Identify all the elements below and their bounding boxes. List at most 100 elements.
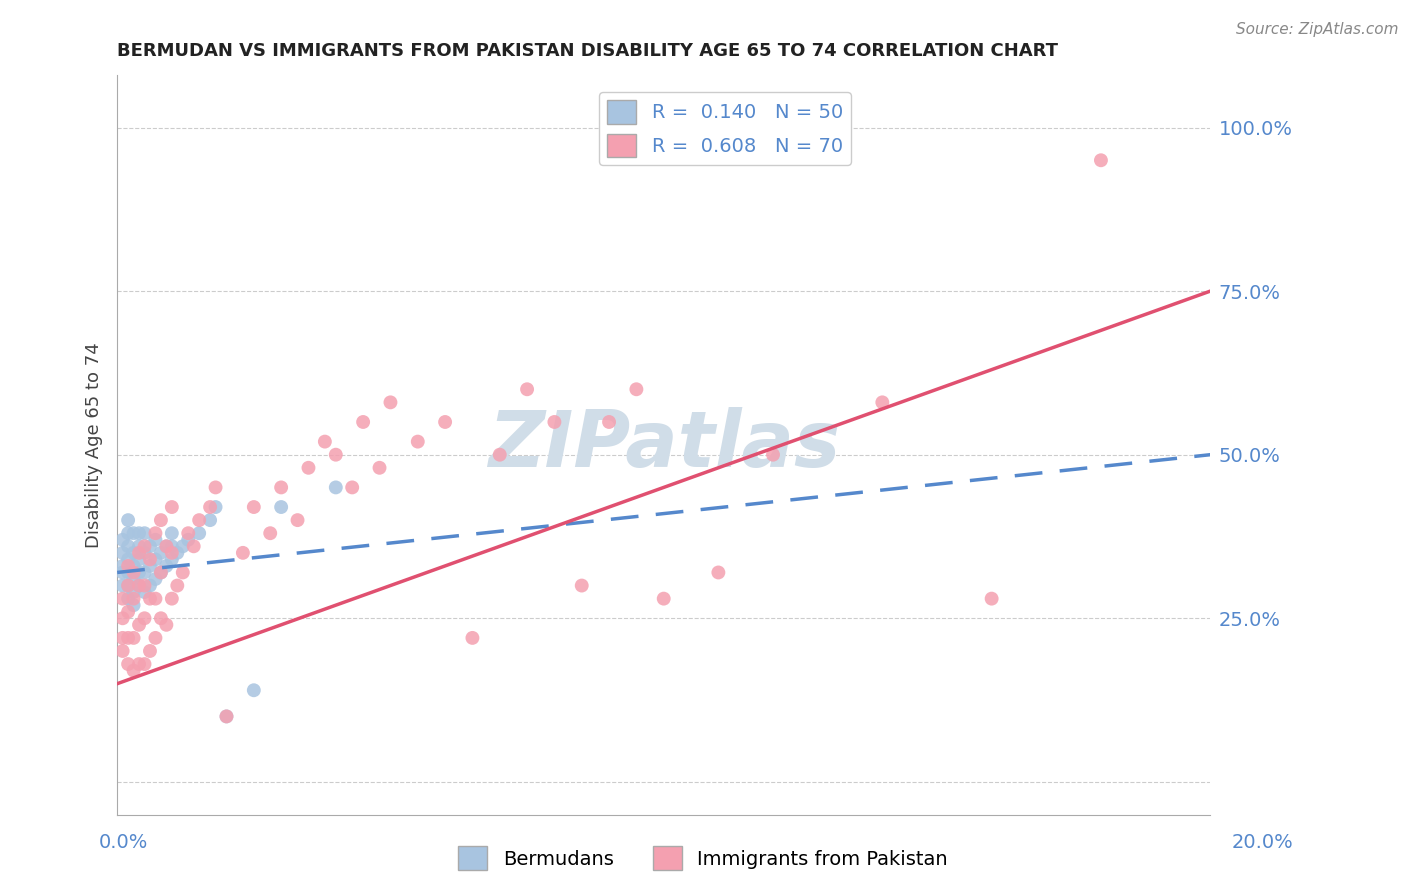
Point	[762, 448, 785, 462]
Point	[128, 578, 150, 592]
Point	[243, 683, 266, 698]
Point	[111, 611, 134, 625]
Point	[134, 611, 156, 625]
Point	[117, 539, 139, 553]
Point	[166, 546, 188, 560]
Point	[160, 591, 183, 606]
Point	[145, 533, 167, 547]
Point	[139, 591, 162, 606]
Point	[117, 558, 139, 573]
Point	[232, 546, 254, 560]
Legend: R =  0.140   N = 50, R =  0.608   N = 70: R = 0.140 N = 50, R = 0.608 N = 70	[599, 92, 851, 165]
Point	[128, 539, 150, 553]
Point	[155, 539, 177, 553]
Point	[198, 513, 221, 527]
Point	[160, 500, 183, 514]
Point	[598, 415, 620, 429]
Point	[149, 513, 172, 527]
Point	[149, 611, 172, 625]
Point	[117, 513, 139, 527]
Point	[117, 591, 139, 606]
Point	[215, 709, 238, 723]
Point	[134, 657, 156, 671]
Point	[872, 395, 894, 409]
Point	[128, 552, 150, 566]
Point	[160, 526, 183, 541]
Point	[707, 566, 730, 580]
Point	[155, 617, 177, 632]
Point	[160, 552, 183, 566]
Point	[314, 434, 336, 449]
Point	[128, 566, 150, 580]
Point	[243, 500, 266, 514]
Point	[111, 644, 134, 658]
Legend: Bermudans, Immigrants from Pakistan: Bermudans, Immigrants from Pakistan	[450, 838, 956, 878]
Point	[297, 460, 319, 475]
Point	[117, 526, 139, 541]
Point	[215, 709, 238, 723]
Point	[134, 526, 156, 541]
Point	[166, 578, 188, 592]
Point	[145, 572, 167, 586]
Point	[128, 657, 150, 671]
Point	[117, 631, 139, 645]
Point	[652, 591, 675, 606]
Point	[111, 578, 134, 592]
Point	[177, 526, 200, 541]
Point	[128, 546, 150, 560]
Point	[122, 664, 145, 678]
Point	[1090, 153, 1112, 168]
Point	[325, 480, 347, 494]
Point	[139, 539, 162, 553]
Point	[287, 513, 309, 527]
Point	[134, 546, 156, 560]
Point	[406, 434, 429, 449]
Point	[134, 578, 156, 592]
Point	[134, 585, 156, 599]
Point	[160, 539, 183, 553]
Point	[434, 415, 457, 429]
Point	[352, 415, 374, 429]
Point	[543, 415, 565, 429]
Point	[122, 526, 145, 541]
Point	[571, 578, 593, 592]
Point	[122, 566, 145, 580]
Point	[177, 533, 200, 547]
Point	[980, 591, 1002, 606]
Point	[198, 500, 221, 514]
Point	[172, 566, 194, 580]
Point	[204, 500, 226, 514]
Point	[172, 539, 194, 553]
Text: ZIPatlas: ZIPatlas	[488, 407, 839, 483]
Point	[122, 585, 145, 599]
Point	[122, 598, 145, 612]
Point	[145, 552, 167, 566]
Point	[270, 500, 292, 514]
Point	[134, 539, 156, 553]
Point	[145, 631, 167, 645]
Point	[149, 566, 172, 580]
Point	[139, 644, 162, 658]
Point	[117, 657, 139, 671]
Point	[516, 382, 538, 396]
Point	[155, 558, 177, 573]
Point	[160, 546, 183, 560]
Point	[117, 578, 139, 592]
Point	[111, 631, 134, 645]
Point	[111, 546, 134, 560]
Point	[149, 546, 172, 560]
Text: BERMUDAN VS IMMIGRANTS FROM PAKISTAN DISABILITY AGE 65 TO 74 CORRELATION CHART: BERMUDAN VS IMMIGRANTS FROM PAKISTAN DIS…	[117, 42, 1059, 60]
Point	[117, 566, 139, 580]
Point	[204, 480, 226, 494]
Point	[128, 526, 150, 541]
Point	[340, 480, 363, 494]
Point	[134, 566, 156, 580]
Point	[380, 395, 402, 409]
Point	[325, 448, 347, 462]
Point	[122, 591, 145, 606]
Text: 20.0%: 20.0%	[1232, 833, 1294, 853]
Point	[111, 558, 134, 573]
Point	[155, 539, 177, 553]
Y-axis label: Disability Age 65 to 74: Disability Age 65 to 74	[86, 342, 103, 548]
Point	[128, 578, 150, 592]
